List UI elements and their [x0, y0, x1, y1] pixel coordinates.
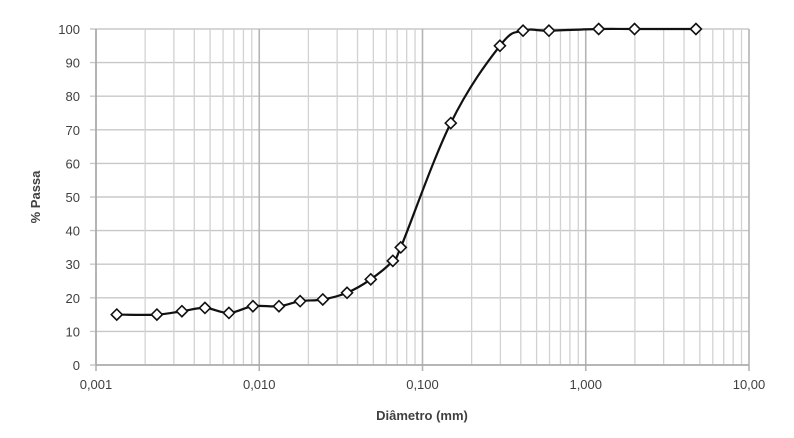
y-tick-label: 70 — [66, 123, 80, 138]
diamond-marker-icon — [198, 301, 212, 315]
y-tick-labels: 0 10 20 30 40 50 60 70 80 90 100 — [58, 22, 80, 373]
x-tick-label: 0,100 — [406, 377, 439, 392]
x-tick-label: 0,001 — [80, 377, 113, 392]
diamond-marker-icon — [175, 304, 189, 318]
y-tick-label: 60 — [66, 156, 80, 171]
diamond-marker-icon — [316, 292, 330, 307]
diamond-marker-icon — [689, 22, 703, 36]
y-tick-label: 30 — [66, 257, 80, 272]
diamond-marker-icon — [293, 294, 307, 308]
x-axis-title: Diâmetro (mm) — [376, 408, 468, 423]
axes — [95, 29, 749, 366]
y-tick-label: 10 — [66, 324, 80, 339]
diamond-marker-icon — [627, 22, 642, 36]
diamond-marker-icon — [364, 272, 378, 286]
data-markers — [110, 22, 703, 322]
y-tick-label: 100 — [58, 22, 80, 37]
diamond-marker-icon — [592, 22, 606, 36]
x-tick-labels: 0,001 0,010 0,100 1,000 10,00 — [80, 377, 766, 392]
y-tick-label: 20 — [66, 291, 80, 306]
y-tick-label: 50 — [66, 190, 80, 205]
diamond-marker-icon — [272, 299, 286, 313]
diamond-marker-icon — [386, 254, 400, 268]
y-tick-label: 90 — [66, 56, 80, 71]
diamond-marker-icon — [516, 24, 530, 38]
diamond-marker-icon — [150, 307, 164, 322]
diamond-marker-icon — [246, 299, 260, 313]
y-tick-label: 40 — [66, 224, 80, 239]
y-axis-title: % Passa — [28, 170, 43, 224]
x-tick-label: 1,000 — [569, 377, 602, 392]
diamond-marker-icon — [110, 307, 124, 322]
diamond-marker-icon — [222, 306, 236, 320]
x-tick-label: 10,00 — [733, 377, 766, 392]
x-tick-label: 0,010 — [243, 377, 276, 392]
diamond-marker-icon — [493, 39, 507, 53]
diamond-marker-icon — [542, 24, 556, 38]
y-tick-label: 80 — [66, 89, 80, 104]
diamond-marker-icon — [340, 286, 354, 300]
y-tick-label: 0 — [73, 358, 80, 373]
diamond-marker-icon — [444, 116, 458, 130]
diamond-marker-icon — [394, 240, 408, 255]
